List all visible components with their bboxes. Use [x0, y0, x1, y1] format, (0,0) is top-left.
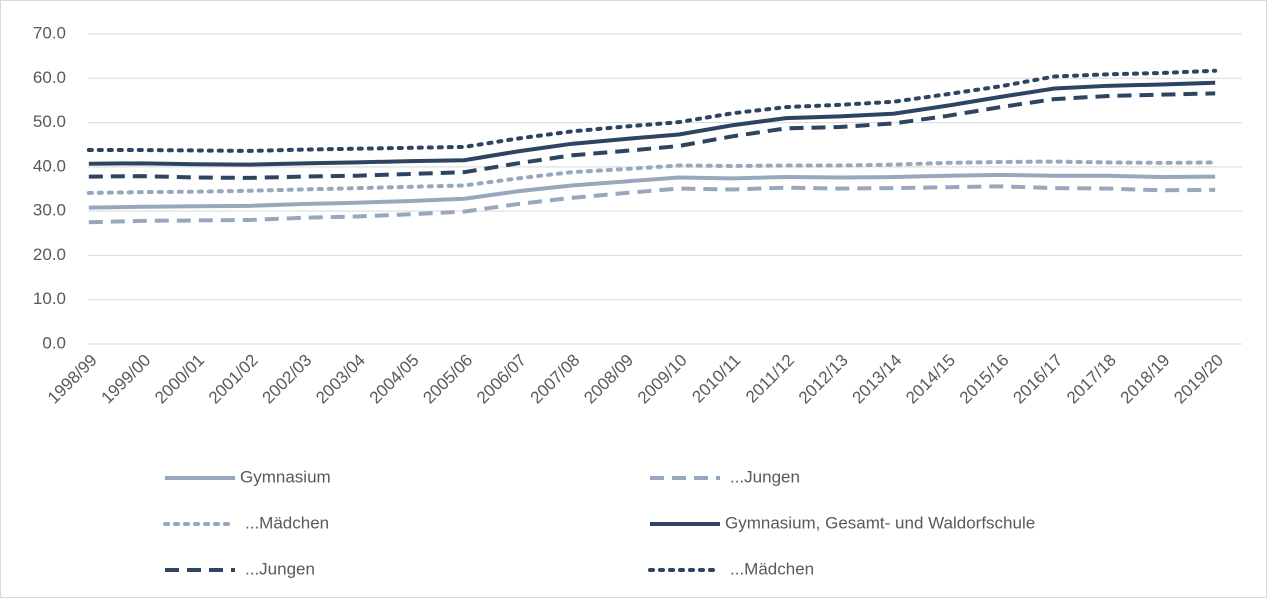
legend-label: Gymnasium — [240, 467, 331, 486]
legend-label: ...Jungen — [245, 559, 315, 578]
series-line — [88, 184, 1216, 225]
y-tick-label: 30.0 — [33, 201, 66, 220]
series-line — [86, 68, 1218, 153]
legend-label: Gymnasium, Gesamt- und Waldorfschule — [725, 513, 1035, 532]
legend-label: ...Mädchen — [245, 513, 329, 532]
legend-label: ...Mädchen — [730, 559, 814, 578]
legend-label: ...Jungen — [730, 467, 800, 486]
y-tick-label: 70.0 — [33, 23, 66, 42]
y-tick-label: 50.0 — [33, 112, 66, 131]
y-tick-label: 40.0 — [33, 156, 66, 175]
y-tick-label: 20.0 — [33, 245, 66, 264]
y-tick-label: 10.0 — [33, 289, 66, 308]
series-line — [86, 159, 1218, 195]
series-line — [88, 80, 1216, 167]
y-tick-label: 0.0 — [42, 333, 66, 352]
series-line — [88, 91, 1216, 180]
y-tick-label: 60.0 — [33, 68, 66, 87]
series-line — [88, 172, 1216, 210]
